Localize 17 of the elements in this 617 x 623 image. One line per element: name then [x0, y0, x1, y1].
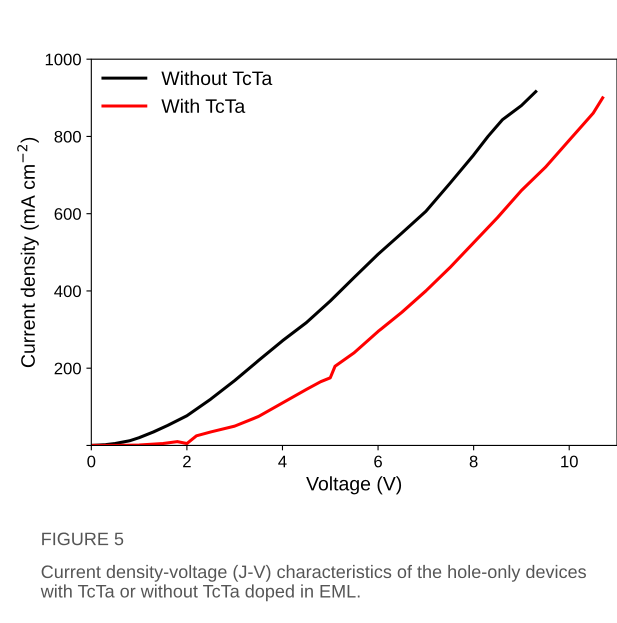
y-tick-label: 600: [54, 208, 81, 220]
y-tick-label: 200: [54, 362, 81, 374]
x-tick-label: 6: [374, 456, 382, 468]
x-tick-label: 10: [561, 456, 578, 468]
y-tick-label: 800: [54, 130, 81, 143]
x-tick-label: 4: [278, 456, 287, 468]
legend-label: With TcTa: [161, 98, 246, 113]
x-axis-title: Voltage (V): [306, 476, 402, 494]
text: Current density-voltage (J-V) characteristics of the hole-only devices with TcTa or without TcTa doped in EML.: [40, 564, 586, 602]
x-tick-label: 8: [470, 456, 478, 468]
y-tick-label: 1000: [46, 54, 81, 66]
y-tick-label: 400: [54, 285, 81, 298]
x-tick-label: 0: [87, 456, 96, 468]
x-tick-label: 2: [183, 456, 191, 468]
caption: FIGURE 5: [42, 532, 124, 546]
y-axis-title: Current density (mA cm$^{−2}$): [17, 138, 39, 368]
legend-label: Without TcTa: [161, 70, 272, 86]
